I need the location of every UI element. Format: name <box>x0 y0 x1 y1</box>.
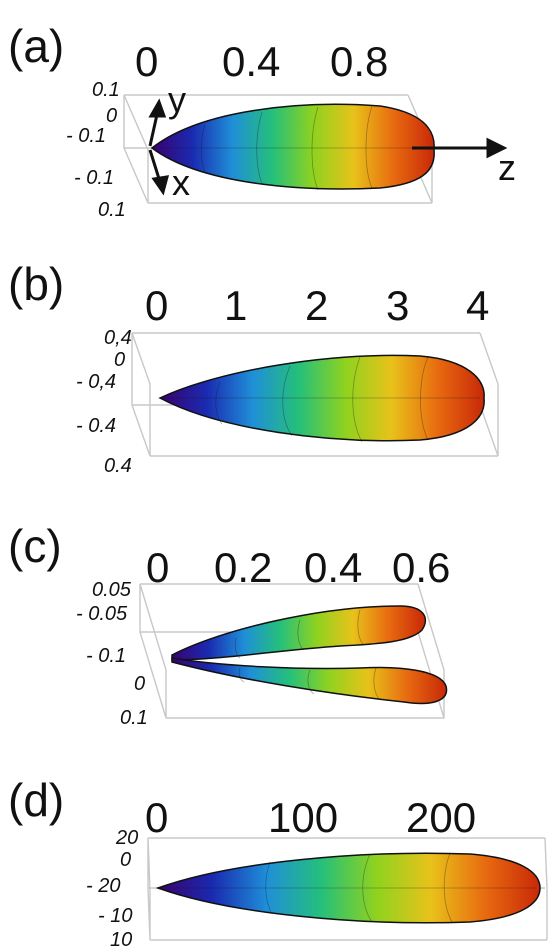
coordinate-axes <box>148 98 508 196</box>
side-tick-label: - 0.4 <box>76 415 116 437</box>
panel-label: (a) <box>8 20 64 72</box>
top-tick-label: 0.4 <box>304 544 362 591</box>
side-tick-label: - 0.1 <box>74 167 114 189</box>
side-tick-label: 0.05 <box>92 579 132 601</box>
z-arrowhead <box>486 137 508 159</box>
lobe-mesh-lines <box>160 105 430 191</box>
top-tick-label: 200 <box>406 794 476 841</box>
side-tick-label: 0.1 <box>92 79 120 101</box>
axis-label-y: y <box>168 79 186 120</box>
side-tick-label: 0 <box>134 673 145 695</box>
axis-label-z: z <box>498 147 516 188</box>
side-tick-label: 0 <box>114 349 125 371</box>
side-tick-label: 0.4 <box>104 455 132 477</box>
radiation-lobe <box>155 852 541 924</box>
side-tick-label: - 20 <box>86 875 120 897</box>
side-tick-label: 10 <box>110 929 132 951</box>
radiation-lobe-upper <box>171 605 427 661</box>
side-tick-label: - 0.1 <box>66 125 106 147</box>
lobe-mesh-lines <box>168 356 480 443</box>
panel-b: (b) 0 1 2 3 4 0,4 0 - 0,4 - 0.4 0.4 <box>8 258 499 477</box>
top-tick-label: 0.8 <box>330 38 388 85</box>
panel-a: (a) 0 0.4 0.8 0.1 0 - 0.1 - 0.1 0.1 <box>8 20 516 221</box>
side-tick-label: 20 <box>115 827 138 849</box>
lobe-surface <box>158 354 485 442</box>
side-tick-label: - 0,4 <box>76 371 116 393</box>
x-arrowhead <box>151 175 170 196</box>
top-tick-label: 0.2 <box>214 544 272 591</box>
top-tick-label: 1 <box>224 282 247 329</box>
top-tick-label: 0 <box>145 282 168 329</box>
side-tick-label: 0 <box>106 105 117 127</box>
side-tick-label: - 0.1 <box>86 645 126 667</box>
radiation-lobe-lower <box>171 657 448 705</box>
radiation-lobe <box>158 354 485 443</box>
side-tick-label: 0.1 <box>98 199 126 221</box>
top-tick-label: 0.6 <box>392 544 450 591</box>
lobe-mesh-lines <box>234 609 365 659</box>
x-axis-arrow <box>148 149 162 183</box>
y-arrowhead <box>148 98 167 118</box>
panel-d: (d) 0 100 200 20 0 - 20 - 10 10 <box>8 774 548 951</box>
top-tick-label: 4 <box>466 282 489 329</box>
top-tick-label: 0 <box>146 544 169 591</box>
side-tick-label: - 10 <box>98 905 132 927</box>
panel-label: (b) <box>8 258 64 310</box>
top-tick-label: 100 <box>268 794 338 841</box>
lobe-mesh-lines <box>166 852 536 923</box>
lobe-surface <box>150 103 435 190</box>
radiation-lobe <box>150 103 435 191</box>
side-tick-label: 0,4 <box>104 327 132 349</box>
side-tick-label: - 0.05 <box>76 603 128 625</box>
lobe-surface <box>171 605 427 661</box>
top-tick-label: 3 <box>386 282 409 329</box>
top-tick-label: 0.4 <box>222 38 280 85</box>
lobe-surface <box>171 657 448 705</box>
lobe-surface <box>155 852 541 924</box>
panel-label: (d) <box>8 774 64 826</box>
side-tick-label: 0.1 <box>120 707 148 729</box>
lobe-mesh-lines <box>238 667 381 701</box>
panel-label: (c) <box>8 520 62 572</box>
axis-label-x: x <box>172 162 190 203</box>
panel-c: (c) 0 0.2 0.4 0.6 0.05 - 0.05 - 0.1 0 0.… <box>8 520 450 729</box>
top-tick-label: 0 <box>145 794 168 841</box>
side-tick-label: 0 <box>120 849 131 871</box>
top-tick-label: 0 <box>135 38 158 85</box>
top-tick-label: 2 <box>305 282 328 329</box>
